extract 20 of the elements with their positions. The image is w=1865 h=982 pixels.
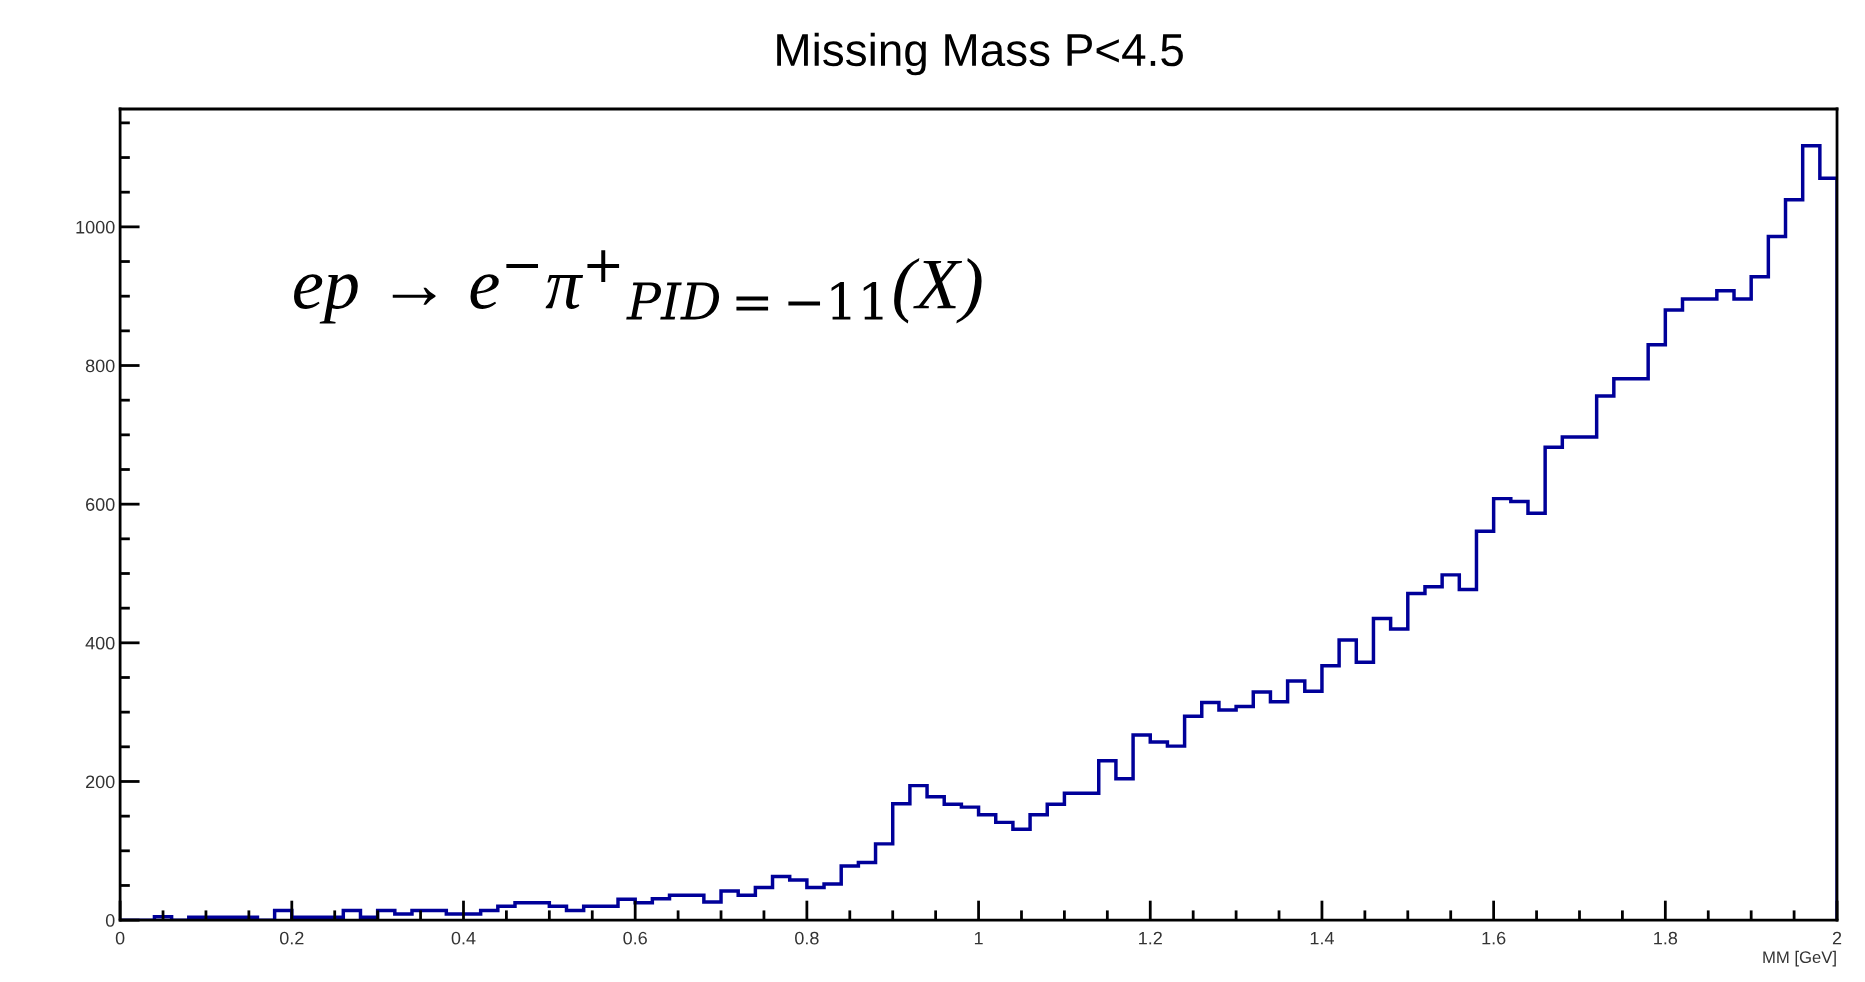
y-tick-label: 0: [105, 914, 115, 927]
x-tick-label: 0.4: [451, 931, 476, 945]
annotation: ep → e$^{−}$π$^{+}$$_{PID=−11}$(X): [294, 250, 982, 324]
x-tick-label: 1.6: [1482, 931, 1506, 945]
y-tick-label: 800: [85, 359, 115, 373]
x-tick-label: 0.8: [795, 931, 819, 945]
x-tick-label: 0.2: [279, 931, 304, 945]
x-tick-label: 1.8: [1654, 931, 1678, 945]
x-tick-label: 0.6: [623, 931, 647, 945]
x-tick-label: 0: [115, 931, 125, 945]
x-axis-title: MM [GeV]: [1763, 950, 1836, 967]
x-tick-label: 1: [974, 931, 983, 945]
x-tick-label: 1.4: [1310, 931, 1334, 945]
y-tick-label: 600: [86, 498, 115, 511]
x-tick-label: 1.2: [1139, 931, 1162, 945]
chart-title: Missing Mass P<4.5: [777, 32, 1183, 76]
y-tick-label: 200: [86, 775, 115, 789]
y-tick-label: 1000: [76, 220, 115, 234]
x-tick-label: 2: [1832, 931, 1842, 945]
y-tick-label: 400: [85, 636, 115, 650]
